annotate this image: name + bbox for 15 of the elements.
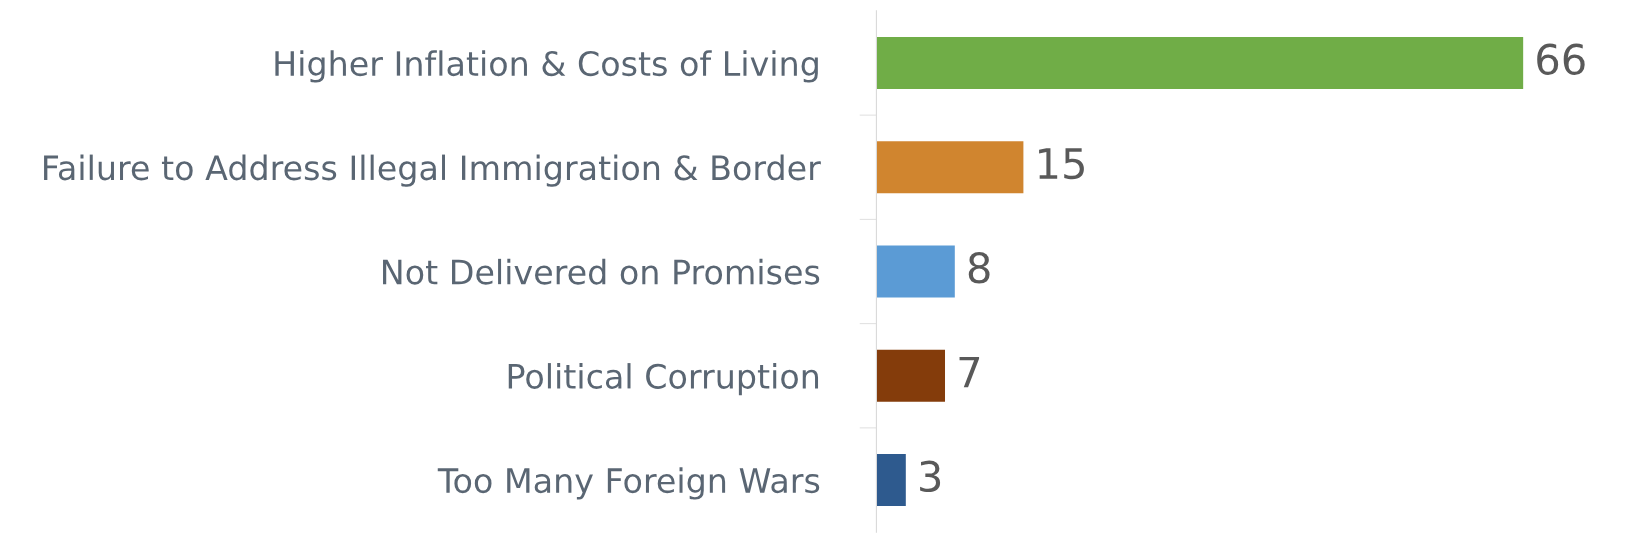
data-label: 7 xyxy=(959,356,980,388)
bar xyxy=(876,453,906,507)
y-tick-label: Too Many Foreign Wars xyxy=(437,467,820,500)
y-tick-label: Political Corruption xyxy=(508,363,819,396)
y-tick-label: Not Delivered on Promises xyxy=(383,258,820,285)
data-label: 3 xyxy=(920,460,941,493)
bar xyxy=(876,36,1524,90)
data-label: 8 xyxy=(968,252,990,284)
y-tick-label: Higher Inflation & Costs of Living xyxy=(275,50,818,83)
bar xyxy=(876,349,946,402)
data-label: 66 xyxy=(1537,43,1585,76)
data-label: 15 xyxy=(1039,148,1084,180)
y-tick-label: Failure to Address Illegal Immigration & Border xyxy=(44,154,821,187)
bar xyxy=(876,245,955,298)
bar xyxy=(876,141,1024,194)
